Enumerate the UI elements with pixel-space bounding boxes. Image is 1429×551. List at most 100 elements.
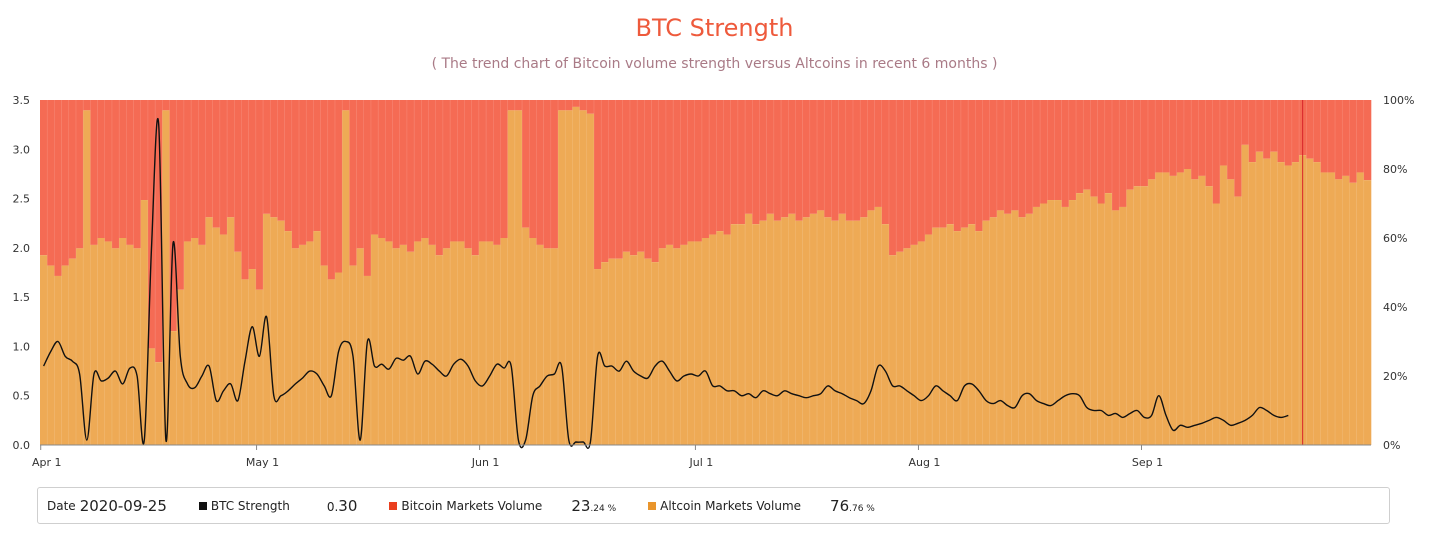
altcoin-volume-bar[interactable] (874, 206, 883, 445)
altcoin-volume-bar[interactable] (392, 248, 401, 445)
bitcoin-volume-bar[interactable] (888, 100, 897, 256)
bitcoin-volume-bar[interactable] (514, 100, 523, 111)
bitcoin-volume-bar[interactable] (1306, 100, 1314, 159)
bitcoin-volume-bar[interactable] (1227, 100, 1235, 180)
altcoin-volume-bar[interactable] (111, 248, 120, 445)
altcoin-volume-bar[interactable] (1291, 162, 1300, 445)
bitcoin-volume-bar[interactable] (219, 100, 228, 235)
bitcoin-volume-bar[interactable] (960, 100, 969, 228)
altcoin-volume-bar[interactable] (529, 238, 537, 445)
bitcoin-volume-bar[interactable] (1054, 100, 1062, 201)
altcoin-volume-bar[interactable] (1111, 210, 1120, 445)
bitcoin-volume-bar[interactable] (608, 100, 616, 259)
bitcoin-volume-bar[interactable] (457, 100, 465, 242)
bitcoin-volume-bar[interactable] (1133, 100, 1142, 187)
altcoin-volume-bar[interactable] (946, 224, 955, 445)
altcoin-volume-bar[interactable] (766, 213, 775, 445)
bitcoin-volume-bar[interactable] (104, 100, 113, 242)
bitcoin-volume-bar[interactable] (263, 100, 271, 214)
altcoin-volume-bar[interactable] (687, 241, 696, 445)
altcoin-volume-bar[interactable] (183, 241, 192, 445)
altcoin-volume-bar[interactable] (1320, 172, 1329, 445)
altcoin-volume-bar[interactable] (586, 113, 595, 446)
bitcoin-volume-bar[interactable] (392, 100, 401, 249)
bitcoin-volume-bar[interactable] (773, 100, 782, 221)
altcoin-volume-bar[interactable] (759, 220, 767, 445)
altcoin-volume-bar[interactable] (615, 258, 624, 445)
altcoin-volume-bar[interactable] (730, 224, 739, 445)
altcoin-volume-bar[interactable] (176, 289, 185, 445)
altcoin-volume-bar[interactable] (1140, 186, 1149, 445)
bitcoin-volume-bar[interactable] (536, 100, 544, 245)
altcoin-volume-bar[interactable] (960, 227, 969, 445)
bitcoin-volume-bar[interactable] (766, 100, 775, 214)
altcoin-volume-bar[interactable] (83, 110, 91, 445)
altcoin-volume-bar[interactable] (1363, 180, 1372, 446)
btc-strength-chart[interactable]: 0.0 0.5 1.0 1.5 2.0 2.5 3.0 3.5 0% 20% 40% 60% 80% 10… (0, 0, 1429, 480)
bitcoin-volume-bar[interactable] (745, 100, 753, 214)
bitcoin-volume-bar[interactable] (162, 100, 170, 111)
bitcoin-volume-bar[interactable] (40, 100, 48, 256)
altcoin-volume-bar[interactable] (1054, 200, 1062, 445)
altcoin-volume-bar[interactable] (284, 231, 293, 445)
altcoin-volume-bar[interactable] (1040, 203, 1048, 446)
bitcoin-volume-bar[interactable] (299, 100, 307, 245)
altcoin-volume-bar[interactable] (622, 251, 631, 445)
bitcoin-volume-bar[interactable] (270, 100, 278, 218)
bitcoin-volume-bar[interactable] (1219, 100, 1228, 166)
altcoin-volume-bar[interactable] (1263, 158, 1271, 445)
altcoin-volume-bar[interactable] (831, 220, 839, 445)
altcoin-volume-bar[interactable] (845, 220, 854, 445)
bitcoin-volume-bar[interactable] (414, 100, 422, 242)
bitcoin-volume-bar[interactable] (953, 100, 962, 232)
bitcoin-volume-bar[interactable] (1327, 100, 1336, 173)
altcoin-volume-bar[interactable] (932, 227, 940, 445)
altcoin-volume-bar[interactable] (651, 262, 660, 445)
altcoin-volume-bar[interactable] (809, 213, 818, 445)
altcoin-volume-bar[interactable] (1133, 186, 1142, 445)
altcoin-volume-bar[interactable] (1313, 162, 1321, 445)
bitcoin-volume-bar[interactable] (680, 100, 688, 245)
altcoin-volume-bar[interactable] (1011, 210, 1019, 445)
bitcoin-volume-bar[interactable] (370, 100, 379, 235)
altcoin-volume-bar[interactable] (788, 213, 796, 445)
altcoin-volume-bar[interactable] (1090, 196, 1098, 445)
bitcoin-volume-bar[interactable] (111, 100, 120, 249)
altcoin-volume-bar[interactable] (1248, 162, 1257, 445)
altcoin-volume-bar[interactable] (802, 217, 811, 445)
bitcoin-volume-bar[interactable] (198, 100, 206, 245)
bitcoin-volume-bar[interactable] (342, 100, 350, 111)
bitcoin-volume-bar[interactable] (1191, 100, 1199, 180)
altcoin-volume-bar[interactable] (363, 275, 372, 445)
bitcoin-volume-bar[interactable] (1263, 100, 1271, 159)
altcoin-volume-bar[interactable] (795, 220, 803, 445)
altcoin-volume-bar[interactable] (924, 234, 933, 445)
bitcoin-volume-bar[interactable] (852, 100, 861, 221)
bitcoin-volume-bar[interactable] (500, 100, 508, 238)
bitcoin-volume-bar[interactable] (586, 100, 595, 114)
altcoin-volume-bar[interactable] (1183, 169, 1192, 445)
bitcoin-volume-bar[interactable] (1176, 100, 1185, 173)
altcoin-volume-bar[interactable] (888, 255, 897, 445)
altcoin-volume-bar[interactable] (565, 110, 573, 445)
altcoin-volume-bar[interactable] (334, 272, 343, 446)
bitcoin-volume-bar[interactable] (126, 100, 134, 245)
altcoin-volume-bar[interactable] (133, 248, 142, 445)
altcoin-volume-bar[interactable] (1047, 200, 1055, 445)
bitcoin-volume-bar[interactable] (406, 100, 415, 252)
altcoin-volume-bar[interactable] (119, 238, 127, 445)
bitcoin-volume-bar[interactable] (665, 100, 674, 245)
bitcoin-volume-bar[interactable] (1313, 100, 1321, 163)
bitcoin-volume-bar[interactable] (1090, 100, 1098, 197)
bitcoin-volume-bar[interactable] (737, 100, 746, 225)
bitcoin-volume-bar[interactable] (1104, 100, 1113, 194)
altcoin-volume-bar[interactable] (212, 227, 221, 445)
altcoin-volume-bar[interactable] (500, 238, 508, 445)
bitcoin-volume-bar[interactable] (191, 100, 199, 238)
altcoin-volume-bar[interactable] (709, 234, 717, 445)
altcoin-volume-bar[interactable] (1270, 151, 1278, 445)
altcoin-volume-bar[interactable] (1169, 175, 1178, 445)
altcoin-volume-bar[interactable] (54, 275, 62, 445)
altcoin-volume-bar[interactable] (982, 220, 990, 445)
altcoin-volume-bar[interactable] (903, 248, 911, 445)
